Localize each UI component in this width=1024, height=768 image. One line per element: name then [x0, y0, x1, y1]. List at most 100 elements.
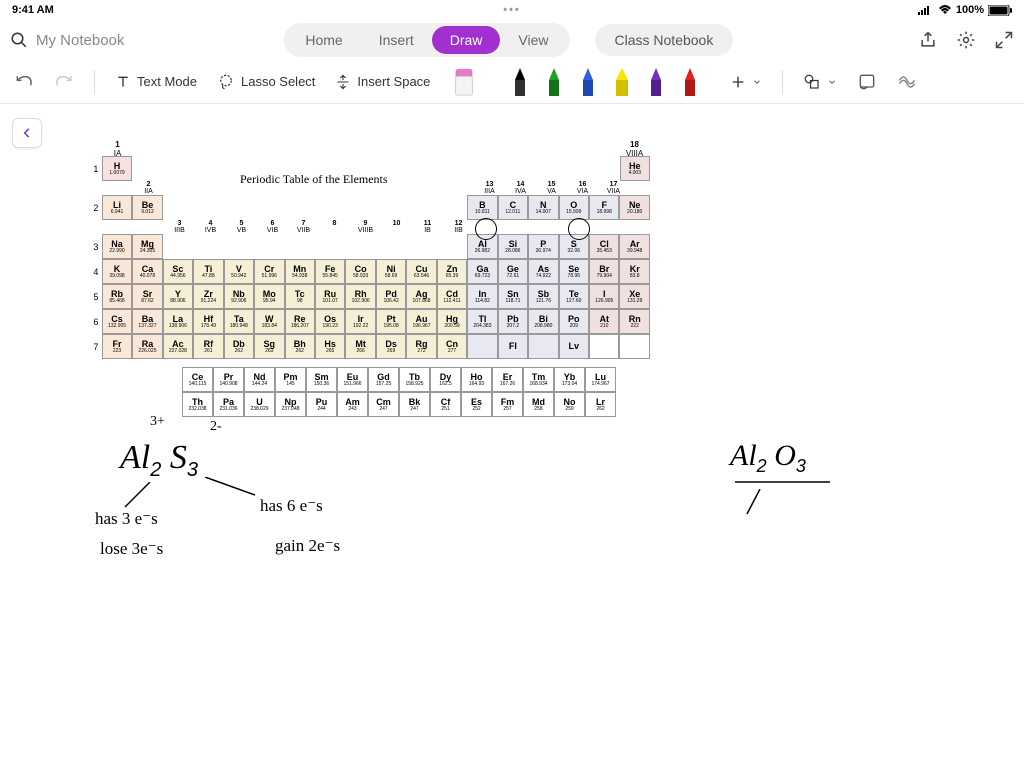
- pt-cell-Kr: Kr83.8: [619, 259, 649, 284]
- pt-row-2: 2Li6.941Be9.012B10.811C12.011N14.007O15.…: [90, 195, 650, 220]
- hand-line-2: [200, 477, 260, 502]
- undo-icon[interactable]: [14, 72, 34, 92]
- pt-cell-Es: Es252: [461, 392, 492, 417]
- pt-cell-Hs: Hs265: [315, 334, 345, 359]
- circle-s: [568, 218, 590, 240]
- chevron-down-icon: [827, 77, 837, 87]
- pt-cell-Be: Be9.012: [132, 195, 162, 220]
- pen-black[interactable]: [508, 66, 532, 98]
- pt-cell-Ho: Ho164.93: [461, 367, 492, 392]
- pt-cell-Tc: Tc98: [285, 284, 315, 309]
- pt-cell-O: O15.999: [559, 195, 589, 220]
- collapse-icon[interactable]: [994, 30, 1014, 50]
- pen-palette: [508, 66, 702, 98]
- pt-cell-U: U238.029: [244, 392, 275, 417]
- shapes-tool[interactable]: [803, 73, 837, 91]
- lasso-tool[interactable]: Lasso Select: [217, 73, 315, 91]
- ruler-icon[interactable]: [897, 72, 917, 92]
- tab-insert[interactable]: Insert: [361, 26, 432, 54]
- pt-cell-Au: Au196.967: [406, 309, 436, 334]
- pen-purple[interactable]: [644, 66, 668, 98]
- pt-cell-Rf: Rf261: [193, 334, 223, 359]
- pt-row-3: 3Na22.990Mg24.305Al26.982Si28.086P30.974…: [90, 234, 650, 259]
- pt-cell-Cf: Cf251: [430, 392, 461, 417]
- pt-cell-Sb: Sb121.76: [528, 284, 558, 309]
- pt-cell-Fe: Fe55.845: [315, 259, 345, 284]
- pt-cell-P: P30.974: [528, 234, 558, 259]
- pen-blue[interactable]: [576, 66, 600, 98]
- class-notebook-button[interactable]: Class Notebook: [595, 24, 734, 56]
- pt-cell-Fm: Fm257: [492, 392, 523, 417]
- pt-cell-Re: Re186.207: [285, 309, 315, 334]
- search-icon[interactable]: [10, 31, 28, 49]
- hand-lose3e: lose 3e⁻s: [100, 539, 163, 559]
- pt-cell-Fr: Fr223: [102, 334, 132, 359]
- status-right: 100%: [918, 4, 1012, 16]
- lanthanide-block: Ce140.115Pr140.908Nd144.24Pm145Sm150.36E…: [182, 367, 650, 417]
- hand-s-charge: 2-: [210, 419, 222, 435]
- pt-cell-Ba: Ba137.327: [132, 309, 162, 334]
- pen-green[interactable]: [542, 66, 566, 98]
- tab-view[interactable]: View: [500, 26, 566, 54]
- highlighter-yellow[interactable]: [610, 66, 634, 98]
- wifi-icon: [938, 5, 952, 15]
- top-bar: My Notebook Home Insert Draw View Class …: [0, 20, 1024, 60]
- pt-cell-Ac: Ac227.028: [163, 334, 193, 359]
- pt-cell-Tb: Tb158.925: [399, 367, 430, 392]
- pt-cell-Ni: Ni58.69: [376, 259, 406, 284]
- pt-cell-blank: [589, 334, 619, 359]
- text-icon: [115, 74, 131, 90]
- toolbar-divider: [94, 70, 95, 94]
- signal-icon: [918, 5, 934, 15]
- periodic-table: Periodic Table of the Elements 1IA 18VII…: [90, 142, 650, 403]
- pt-cell-Fl: Fl: [498, 334, 528, 359]
- share-icon[interactable]: [918, 30, 938, 50]
- hand-formula1: Al2 S3: [120, 439, 198, 482]
- pt-cell-At: At210: [589, 309, 619, 334]
- pen-red[interactable]: [678, 66, 702, 98]
- insert-space-tool[interactable]: Insert Space: [335, 74, 430, 90]
- pt-cell-Ir: Ir192.22: [345, 309, 375, 334]
- insert-space-icon: [335, 74, 351, 90]
- pt-cell-Er: Er167.26: [492, 367, 523, 392]
- pt-cell-Th: Th232.038: [182, 392, 213, 417]
- pt-cell-W: W183.84: [254, 309, 284, 334]
- pt-cell-Os: Os190.23: [315, 309, 345, 334]
- add-pen-tool[interactable]: [730, 74, 762, 90]
- pt-cell-Cm: Cm247: [368, 392, 399, 417]
- hand-line-1: [120, 482, 160, 512]
- pt-cell-Gd: Gd157.25: [368, 367, 399, 392]
- pt-cell-Po: Po209: [559, 309, 589, 334]
- search-area[interactable]: My Notebook: [10, 31, 124, 49]
- pt-cell-Ne: Ne20.180: [619, 195, 649, 220]
- pt-row-7: 7Fr223Ra226.025Ac227.028Rf261Db262Sg263B…: [90, 334, 650, 359]
- pt-cell-Md: Md258: [523, 392, 554, 417]
- pt-cell-Tm: Tm168.934: [523, 367, 554, 392]
- canvas[interactable]: Periodic Table of the Elements 1IA 18VII…: [0, 104, 1024, 768]
- pt-cell-H: H1.0079: [102, 156, 132, 181]
- redo-icon[interactable]: [54, 72, 74, 92]
- tab-home[interactable]: Home: [287, 26, 360, 54]
- text-mode-tool[interactable]: Text Mode: [115, 74, 197, 90]
- chevron-down-icon: [752, 77, 762, 87]
- pt-cell-Ds: Ds269: [376, 334, 406, 359]
- pt-cell-Pm: Pm145: [275, 367, 306, 392]
- gear-icon[interactable]: [956, 30, 976, 50]
- insert-space-label: Insert Space: [357, 74, 430, 89]
- pt-cell-Mn: Mn54.938: [285, 259, 315, 284]
- pt-cell-Ra: Ra226.025: [132, 334, 162, 359]
- pt-cell-Te: Te127.60: [559, 284, 589, 309]
- pt-cell-Ag: Ag107.868: [406, 284, 436, 309]
- pt-cell-Hg: Hg200.59: [437, 309, 467, 334]
- pt-cell-Zn: Zn65.39: [437, 259, 467, 284]
- pt-cell-Yb: Yb173.04: [554, 367, 585, 392]
- pt-cell-Pr: Pr140.908: [213, 367, 244, 392]
- eraser-tool[interactable]: [450, 67, 478, 97]
- ink-to-text-icon[interactable]: [857, 72, 877, 92]
- pt-cell-Cl: Cl35.453: [589, 234, 619, 259]
- pt-row-4: 4K39.098Ca40.078Sc44.956Ti47.88V50.942Cr…: [90, 259, 650, 284]
- tab-draw[interactable]: Draw: [432, 26, 501, 54]
- pt-cell-blank: [619, 334, 649, 359]
- battery-icon: [988, 5, 1012, 16]
- pt-row-1: 1H1.0079He4.003: [90, 156, 650, 181]
